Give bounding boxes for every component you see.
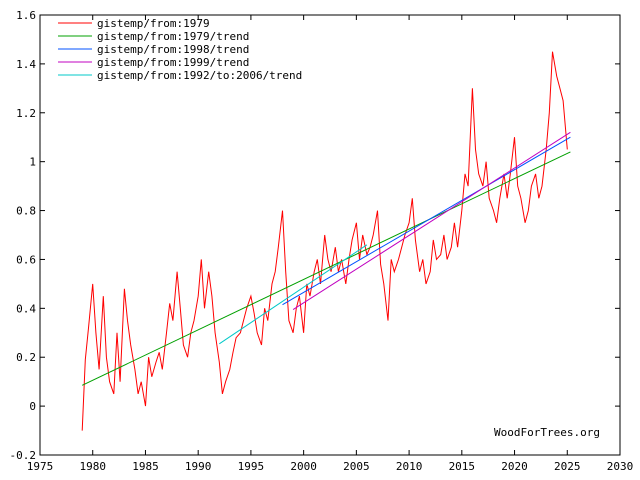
y-tick-label: 1: [29, 156, 36, 169]
x-tick-label: 1990: [185, 460, 212, 473]
x-tick-label: 2015: [449, 460, 476, 473]
y-tick-label: 0.2: [16, 351, 36, 364]
x-tick-label: 1975: [27, 460, 54, 473]
legend-label-2: gistemp/from:1998/trend: [97, 43, 249, 56]
axes: -0.2 0 0.2 0.4 0.6 0.8 1 1.2 1.4 1.6 1975 1980 1985 1…: [10, 9, 634, 473]
legend-label-3: gistemp/from:1999/trend: [97, 56, 249, 69]
series-line-0: [81, 51, 568, 431]
y-tick-label: 0.4: [16, 302, 36, 315]
x-tick-label: 2025: [554, 460, 581, 473]
x-tick-label: 1995: [238, 460, 265, 473]
x-tick-label: 2005: [343, 460, 370, 473]
y-tick-label: 1.4: [16, 58, 36, 71]
y-tick-label: 0.6: [16, 253, 36, 266]
x-tick-label: 1980: [79, 460, 106, 473]
series-line-2: [282, 136, 571, 306]
y-tick-label: 1.2: [16, 107, 36, 120]
x-tick-label: 2000: [290, 460, 317, 473]
x-tick-label: 1985: [132, 460, 159, 473]
watermark-label: WoodForTrees.org: [494, 426, 600, 439]
legend-label-0: gistemp/from:1979: [97, 17, 210, 30]
y-tick-label: 0.8: [16, 205, 36, 218]
y-tick-label: -0.2: [10, 449, 37, 462]
legend-label-1: gistemp/from:1979/trend: [97, 30, 249, 43]
series-line-4: [219, 244, 368, 345]
x-tick-label: 2010: [396, 460, 423, 473]
y-tick-label: 0: [29, 400, 36, 413]
y-tick-label: 1.6: [16, 9, 36, 22]
legend: gistemp/from:1979gistemp/from:1979/trend…: [58, 17, 302, 82]
series-line-1: [81, 151, 571, 386]
plot-area: [81, 51, 571, 431]
series-line-3: [292, 131, 571, 311]
x-tick-label: 2030: [607, 460, 634, 473]
legend-label-4: gistemp/from:1992/to:2006/trend: [97, 69, 302, 82]
plot-frame: [39, 14, 621, 456]
x-tick-label: 2020: [501, 460, 528, 473]
